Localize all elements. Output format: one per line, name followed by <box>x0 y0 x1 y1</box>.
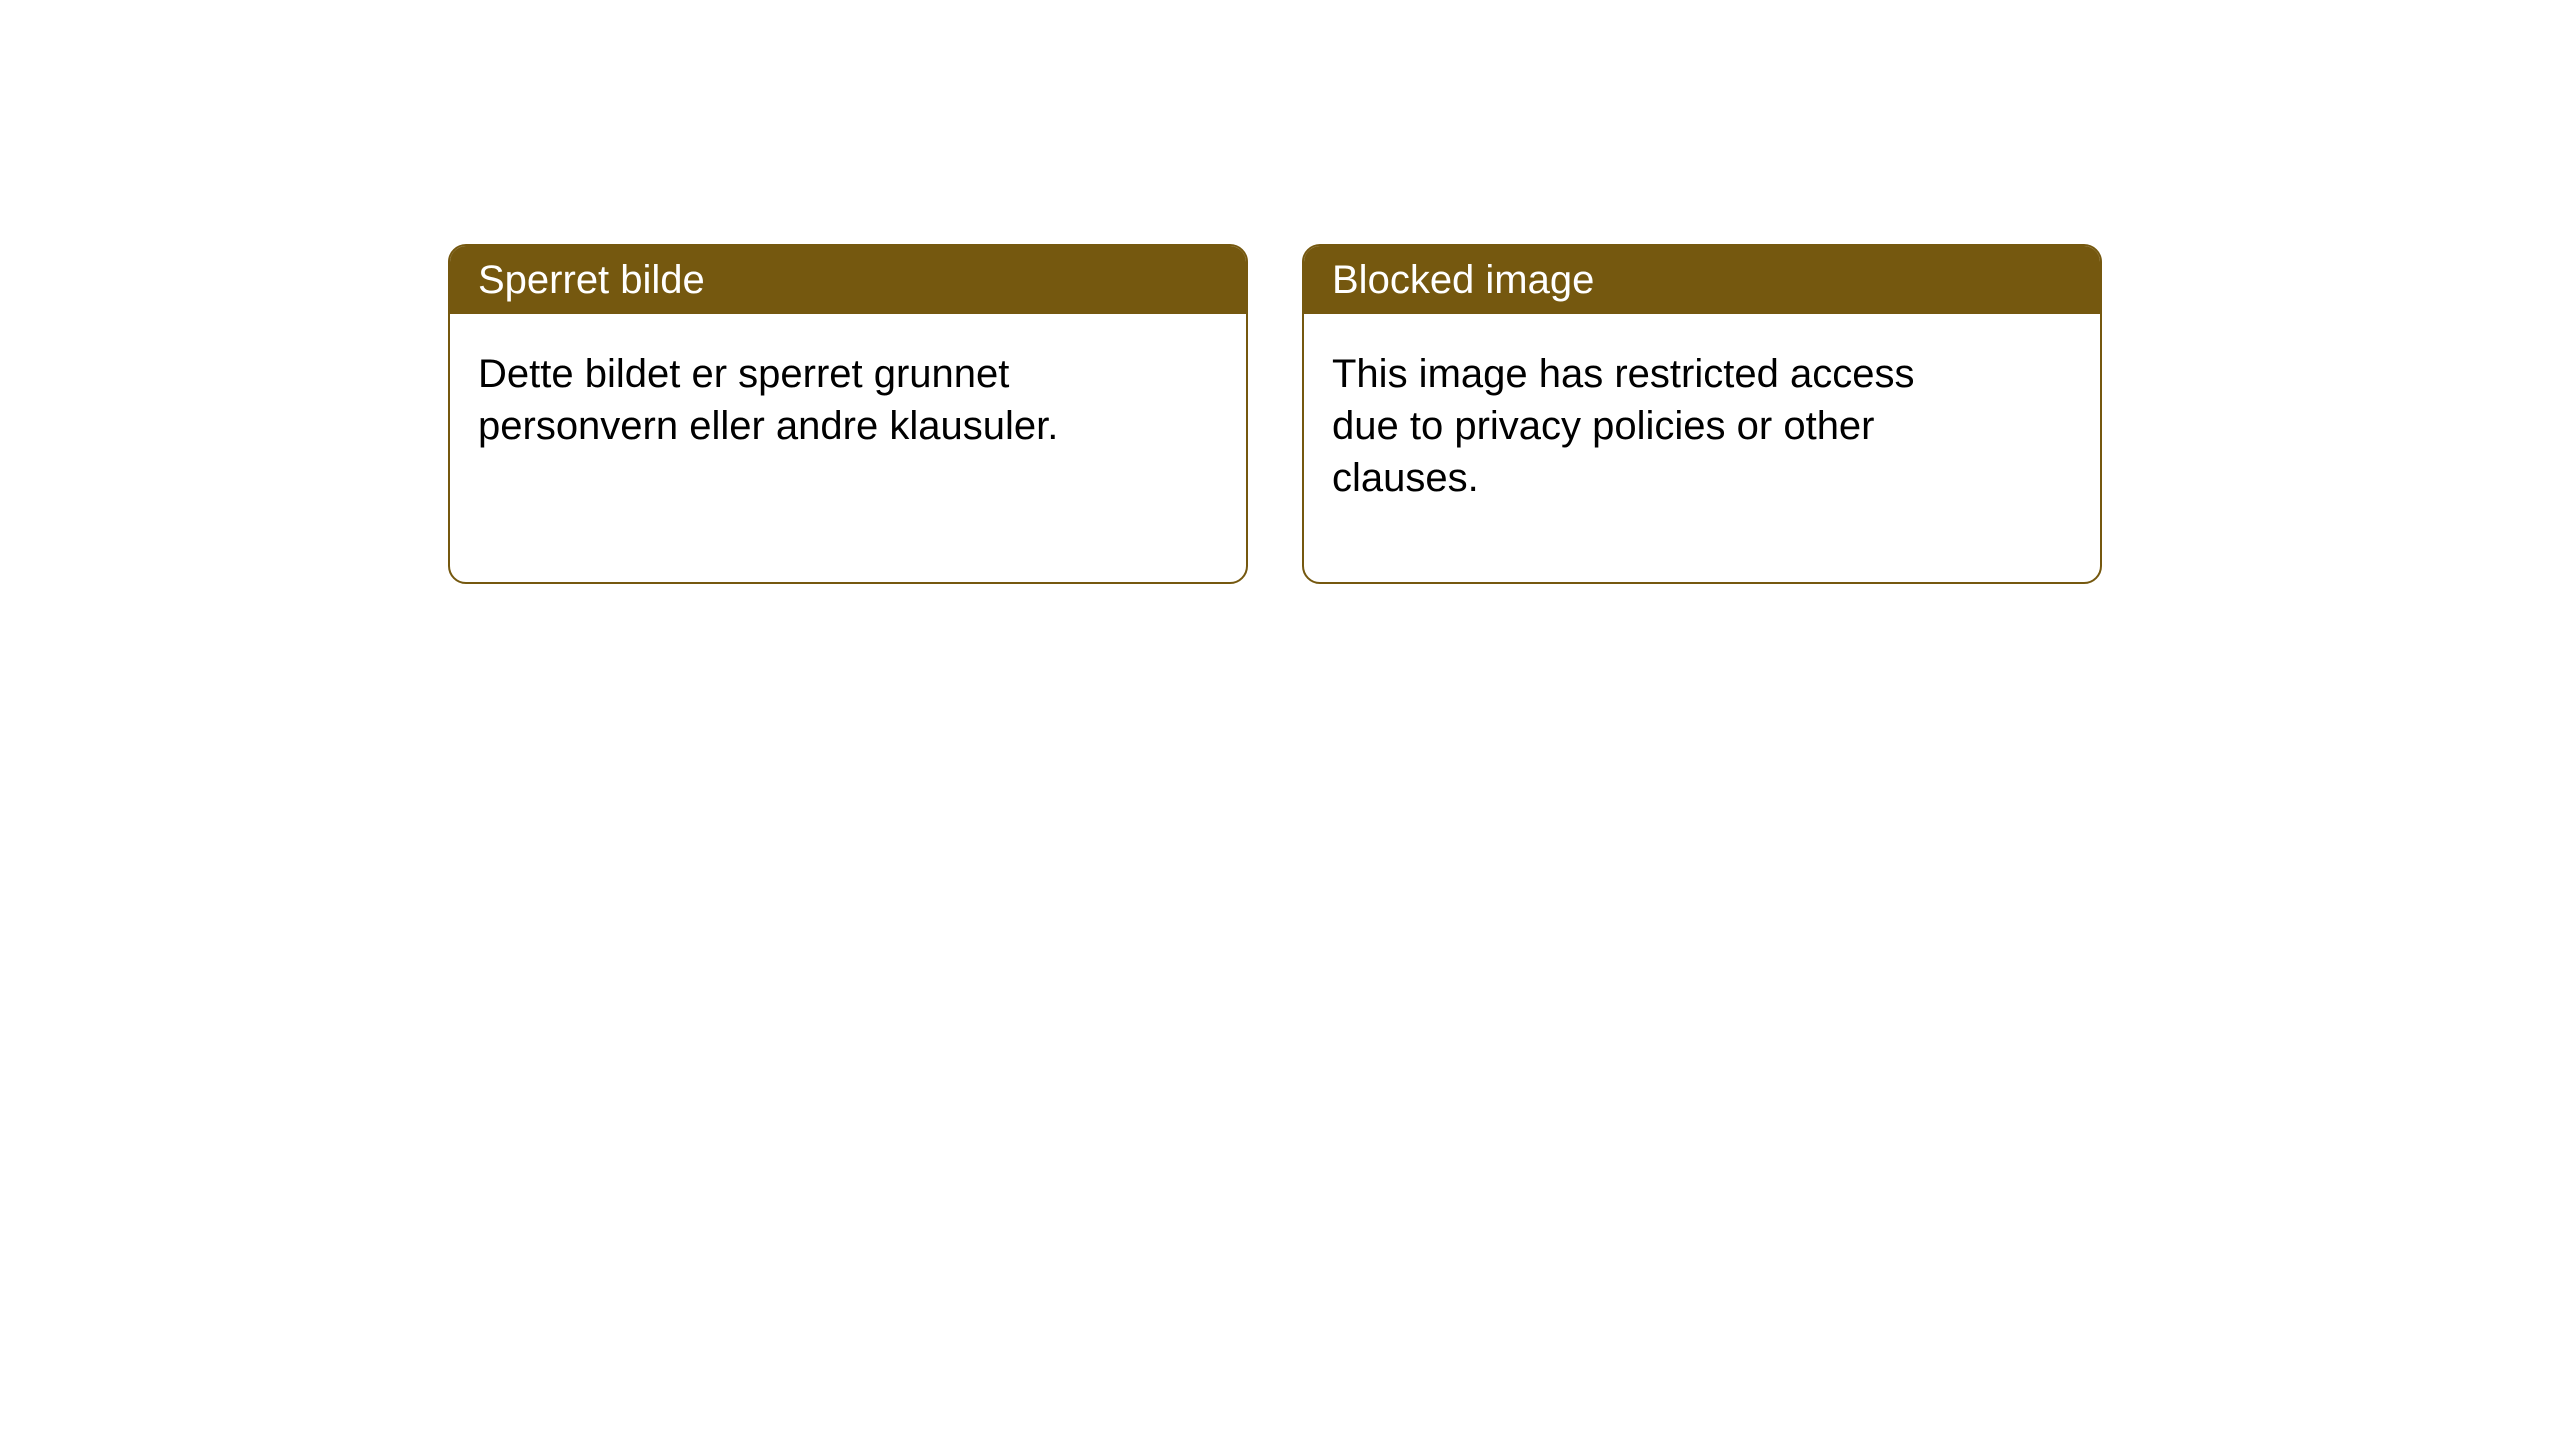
card-header: Blocked image <box>1304 246 2100 314</box>
notice-card-english: Blocked image This image has restricted … <box>1302 244 2102 584</box>
notice-container: Sperret bilde Dette bildet er sperret gr… <box>448 244 2102 584</box>
notice-card-norwegian: Sperret bilde Dette bildet er sperret gr… <box>448 244 1248 584</box>
card-body: This image has restricted access due to … <box>1304 314 1984 538</box>
card-header: Sperret bilde <box>450 246 1246 314</box>
card-body: Dette bildet er sperret grunnet personve… <box>450 314 1130 486</box>
